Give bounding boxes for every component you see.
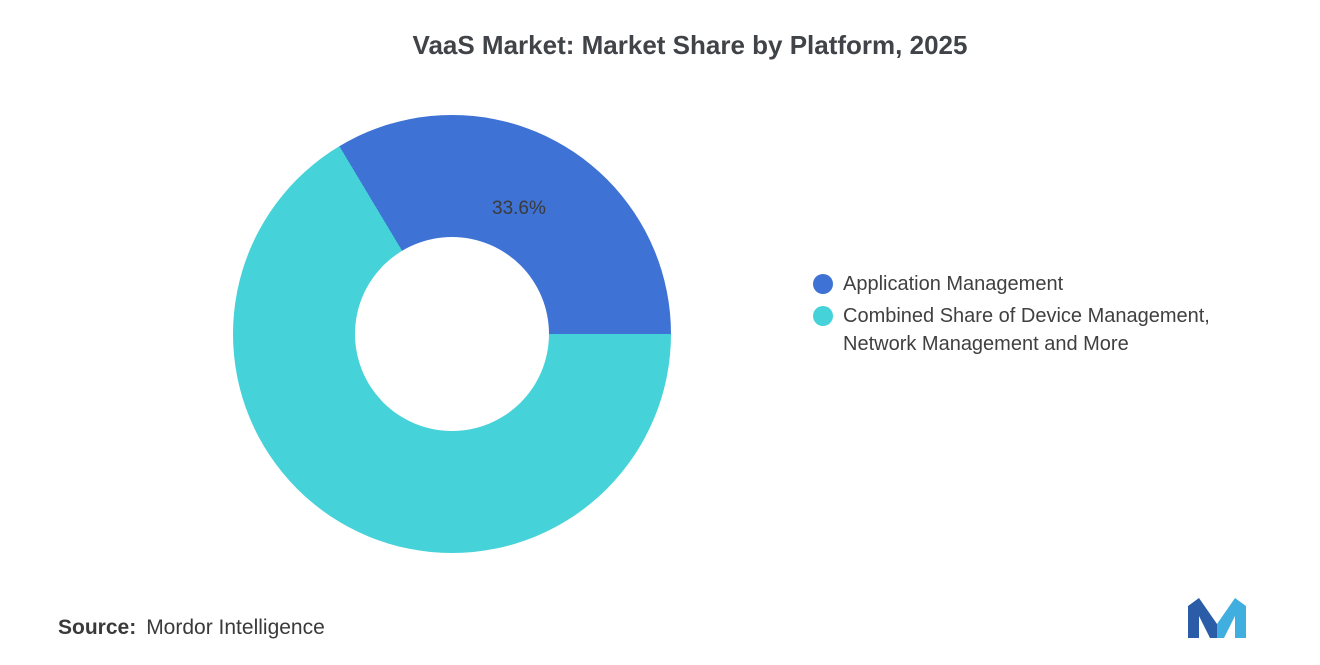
- legend-label-line: Application Management: [843, 273, 1064, 295]
- source-label: Source:: [58, 616, 137, 639]
- mordor-intelligence-logo: [1188, 598, 1246, 638]
- legend-label: Application Management: [843, 270, 1063, 298]
- legend-label-line: Network Management and More: [843, 333, 1129, 355]
- donut-hole: [355, 237, 549, 431]
- slice-data-label: 33.6%: [492, 198, 546, 219]
- legend-label: Combined Share of Device Management, Net…: [843, 302, 1210, 358]
- logo-right-shape: [1217, 598, 1246, 638]
- legend-marker-icon: [813, 274, 833, 294]
- legend-item-application-management[interactable]: Application Management: [813, 270, 1210, 298]
- source-value: Mordor Intelligence: [146, 616, 325, 639]
- logo-left-shape: [1188, 598, 1217, 638]
- legend-marker-icon: [813, 306, 833, 326]
- legend-label-line: Combined Share of Device Management,: [843, 305, 1210, 327]
- chart-title: VaaS Market: Market Share by Platform, 2…: [412, 30, 968, 60]
- source-note: Source: Mordor Intelligence: [58, 616, 325, 640]
- chart-legend: Application Management Combined Share of…: [813, 270, 1210, 358]
- donut-chart[interactable]: [233, 115, 671, 553]
- legend-item-combined-share[interactable]: Combined Share of Device Management, Net…: [813, 302, 1210, 358]
